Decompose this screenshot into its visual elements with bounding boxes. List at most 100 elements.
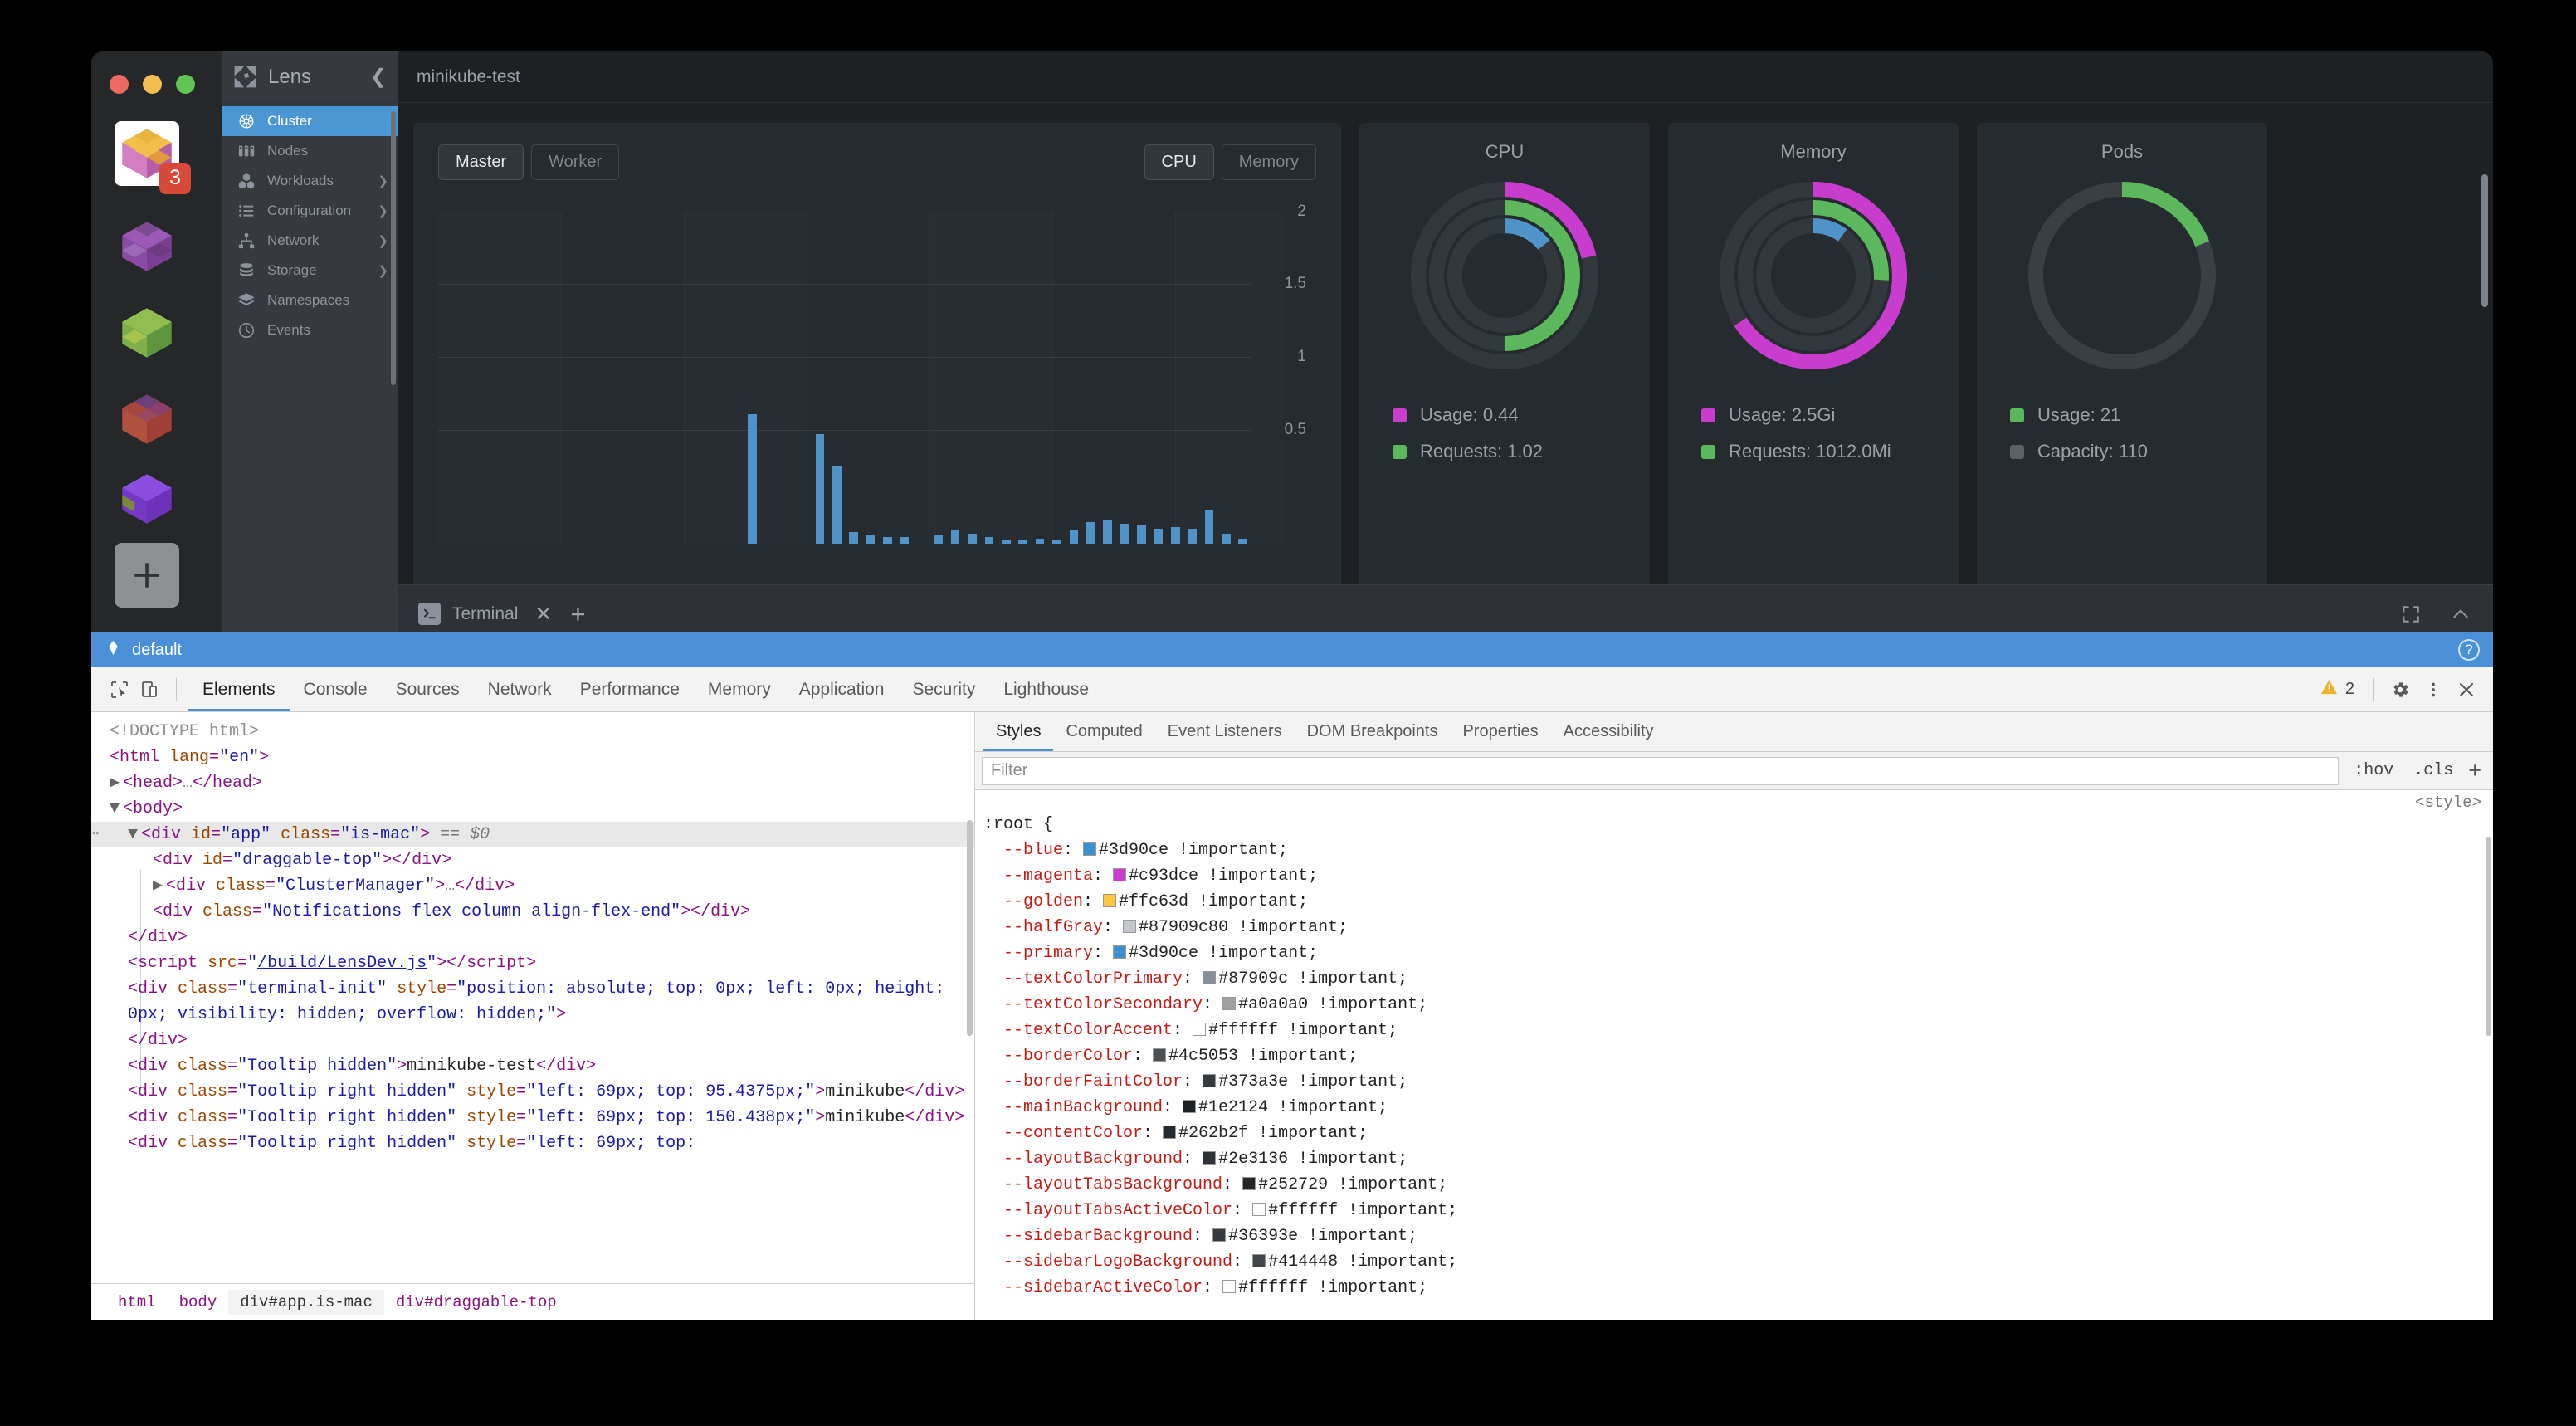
color-swatch[interactable] <box>1203 1151 1217 1165</box>
css-property[interactable]: --halfGray <box>1003 918 1104 937</box>
tab-computed[interactable]: Computed <box>1066 722 1143 740</box>
css-declaration[interactable]: --borderFaintColor: #373a3e !important; <box>1003 1072 1408 1091</box>
css-declaration[interactable]: --mainBackground: #1e2124 !important; <box>1003 1098 1388 1117</box>
sidebar-item-nodes[interactable]: Nodes <box>222 136 398 166</box>
dom-line[interactable]: <div class="Tooltip right hidden" style=… <box>128 1108 965 1127</box>
dock-item-cluster-2[interactable] <box>115 300 179 365</box>
color-swatch[interactable] <box>1123 920 1137 933</box>
terminal-add-icon[interactable]: + <box>570 598 586 628</box>
css-declaration[interactable]: --halfGray: #87909c80 !important; <box>1003 918 1349 937</box>
css-property[interactable]: --textColorSecondary <box>1003 995 1203 1014</box>
css-rule-block[interactable]: :root { --blue: #3d90ce !important; --mage… <box>975 812 2493 1301</box>
dock-item-cluster-4[interactable] <box>115 466 179 531</box>
css-property[interactable]: --layoutBackground <box>1003 1150 1183 1169</box>
dashboard-scrollbar[interactable] <box>2481 174 2488 307</box>
sidebar-collapse-icon[interactable]: ❮ <box>369 66 387 88</box>
dom-line[interactable]: <div class="Tooltip right hidden" style=… <box>128 1134 696 1153</box>
terminal-fullscreen-icon[interactable] <box>2400 603 2422 625</box>
tab-properties[interactable]: Properties <box>1462 722 1539 740</box>
dock-item-cluster-3[interactable] <box>115 387 179 452</box>
css-declaration[interactable]: --sidebarBackground: #36393e !important; <box>1003 1227 1418 1246</box>
help-icon[interactable]: ? <box>2458 639 2480 661</box>
css-value[interactable]: #36393e !important; <box>1228 1227 1418 1246</box>
css-declaration[interactable]: --sidebarActiveColor: #ffffff !important… <box>1003 1278 1428 1297</box>
dom-scrollbar[interactable] <box>967 820 973 1036</box>
styles-scrollbar[interactable] <box>2486 837 2491 1036</box>
css-property[interactable]: --layoutTabsBackground <box>1003 1175 1223 1194</box>
css-declaration[interactable]: --layoutBackground: #2e3136 !important; <box>1003 1150 1408 1169</box>
css-property[interactable]: --blue <box>1003 841 1064 860</box>
css-property[interactable]: --contentColor <box>1003 1124 1144 1143</box>
css-value[interactable]: #1e2124 !important; <box>1198 1098 1388 1117</box>
breadcrumb-div-draggable-top[interactable]: div#draggable-top <box>395 1292 557 1311</box>
add-cluster-button[interactable] <box>115 543 179 608</box>
sidebar-item-events[interactable]: Events <box>222 315 398 345</box>
color-swatch[interactable] <box>1212 1228 1227 1242</box>
css-value[interactable]: #ffffff !important; <box>1268 1201 1458 1220</box>
memory-metric-button[interactable]: Memory <box>1221 144 1316 180</box>
css-value[interactable]: #3d90ce !important; <box>1129 944 1319 963</box>
sidebar-item-network[interactable]: Network ❯ <box>222 226 398 256</box>
color-swatch[interactable] <box>1103 894 1117 907</box>
css-property[interactable]: --textColorAccent <box>1003 1021 1173 1040</box>
color-swatch[interactable] <box>1113 868 1127 881</box>
close-icon[interactable] <box>2452 675 2481 705</box>
css-value[interactable]: #ffffff !important; <box>1208 1021 1398 1040</box>
color-swatch[interactable] <box>1252 1254 1266 1267</box>
warning-indicator[interactable]: 2 <box>2320 677 2361 701</box>
breadcrumb-body[interactable]: body <box>178 1292 217 1311</box>
css-value[interactable]: #87909c80 !important; <box>1139 918 1349 937</box>
dom-line[interactable]: ▼ <body> <box>110 799 183 818</box>
dom-line[interactable]: <html lang="en"> <box>110 748 270 767</box>
css-property[interactable]: --golden <box>1003 892 1084 911</box>
tab-performance[interactable]: Performance <box>579 679 680 699</box>
minimize-window-button[interactable] <box>143 75 162 94</box>
gear-icon[interactable] <box>2385 675 2415 705</box>
css-declaration[interactable]: --layoutTabsBackground: #252729 !importa… <box>1003 1175 1448 1194</box>
css-property[interactable]: --textColorPrimary <box>1003 969 1183 989</box>
css-declaration[interactable]: --golden: #ffc63d !important; <box>1003 892 1309 911</box>
cls-toggle-button[interactable]: .cls <box>2413 761 2454 780</box>
terminal-tab[interactable]: Terminal ✕ <box>418 602 552 627</box>
tab-sources[interactable]: Sources <box>395 679 460 699</box>
color-swatch[interactable] <box>1222 1280 1237 1293</box>
dom-line[interactable]: <!DOCTYPE html> <box>110 722 260 741</box>
css-selector[interactable]: :root { <box>983 815 1054 834</box>
breadcrumb-html[interactable]: html <box>118 1292 156 1311</box>
css-value[interactable]: #2e3136 !important; <box>1218 1150 1408 1169</box>
hov-toggle-button[interactable]: :hov <box>2354 761 2394 780</box>
color-swatch[interactable] <box>1153 1048 1167 1062</box>
color-swatch[interactable] <box>1163 1126 1177 1139</box>
color-swatch[interactable] <box>1083 842 1097 856</box>
sidebar-scrollbar[interactable] <box>391 111 396 385</box>
cpu-metric-button[interactable]: CPU <box>1144 144 1214 180</box>
css-declaration[interactable]: --sidebarLogoBackground: #414448 !import… <box>1003 1253 1458 1272</box>
css-value[interactable]: #a0a0a0 !important; <box>1238 995 1428 1014</box>
css-value[interactable]: #87909c !important; <box>1218 969 1408 989</box>
css-value[interactable]: #262b2f !important; <box>1178 1124 1368 1143</box>
color-swatch[interactable] <box>1113 945 1127 959</box>
css-declaration[interactable]: --textColorSecondary: #a0a0a0 !important… <box>1003 995 1428 1014</box>
terminal-close-icon[interactable]: ✕ <box>534 602 553 626</box>
css-declaration[interactable]: --primary: #3d90ce !important; <box>1003 944 1319 963</box>
dom-line[interactable]: ▶ <head>…</head> <box>110 774 263 793</box>
inspect-cursor-icon[interactable] <box>105 675 134 705</box>
sidebar-item-workloads[interactable]: Workloads ❯ <box>222 166 398 196</box>
css-value[interactable]: #373a3e !important; <box>1218 1072 1408 1091</box>
color-swatch[interactable] <box>1242 1177 1256 1190</box>
css-value[interactable]: #3d90ce !important; <box>1099 841 1289 860</box>
dom-tree[interactable]: <!DOCTYPE html> <html lang="en"> ▶ <head>…<… <box>91 712 974 1156</box>
new-style-rule-button[interactable]: + <box>2468 758 2481 783</box>
css-property[interactable]: --borderColor <box>1003 1047 1134 1066</box>
tab-lighthouse[interactable]: Lighthouse <box>1003 679 1090 699</box>
css-declaration[interactable]: --textColorAccent: #ffffff !important; <box>1003 1021 1398 1040</box>
tab-elements[interactable]: Elements <box>188 667 290 711</box>
dom-line-gutter[interactable]: ⋯ <box>91 822 108 847</box>
css-declaration[interactable]: --blue: #3d90ce !important; <box>1003 841 1289 860</box>
css-property[interactable]: --primary <box>1003 944 1094 963</box>
color-swatch[interactable] <box>1222 997 1237 1010</box>
css-declaration[interactable]: --magenta: #c93dce !important; <box>1003 867 1319 886</box>
zoom-window-button[interactable] <box>176 75 195 94</box>
sidebar-item-namespaces[interactable]: Namespaces <box>222 286 398 315</box>
tab-event-listeners[interactable]: Event Listeners <box>1167 722 1282 740</box>
